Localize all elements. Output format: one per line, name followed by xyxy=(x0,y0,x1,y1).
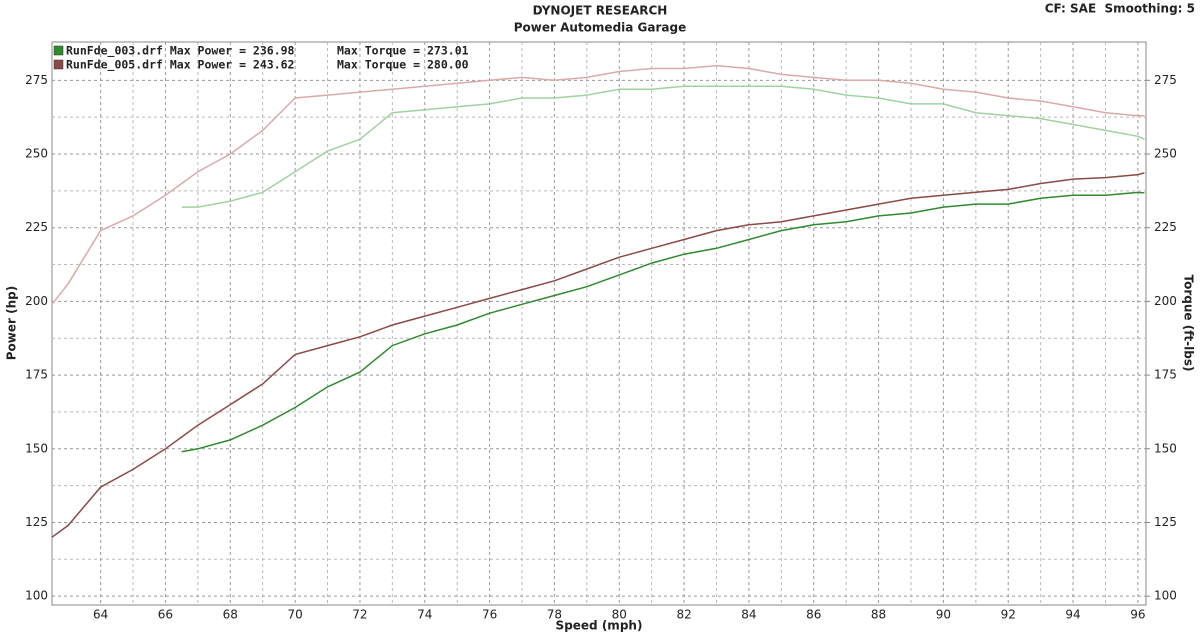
x-tick-label: 72 xyxy=(352,608,367,622)
y-tick-label: 175 xyxy=(25,368,48,382)
y-tick-label: 150 xyxy=(25,441,48,455)
y2-tick-label: 250 xyxy=(1154,147,1177,161)
y2-tick-label: 150 xyxy=(1154,441,1177,455)
series-line xyxy=(51,64,1145,305)
y-tick-label: 275 xyxy=(25,73,48,87)
x-tick-label: 68 xyxy=(223,608,238,622)
x-tick-label: 94 xyxy=(1065,608,1080,622)
x-tick-label: 86 xyxy=(806,608,821,622)
y2-tick-label: 125 xyxy=(1154,515,1177,529)
legend-entry: RunFde_005.drf Max Power = 243.62 xyxy=(66,58,294,73)
y2-tick-label: 275 xyxy=(1154,73,1177,87)
y2-tick-label: 175 xyxy=(1154,368,1177,382)
y-axis-label: Power (hp) xyxy=(5,286,19,360)
y-tick-label: 100 xyxy=(25,589,48,603)
x-tick-label: 80 xyxy=(612,608,627,622)
x-tick-label: 76 xyxy=(482,608,497,622)
legend-entry: Max Torque = 280.00 xyxy=(337,58,469,72)
legend-entry: RunFde_003.drf Max Power = 236.98 xyxy=(66,44,295,59)
legend-swatch xyxy=(53,59,64,70)
settings-note: CF: SAE Smoothing: 5 xyxy=(1045,2,1195,16)
y2-tick-label: 100 xyxy=(1154,589,1177,603)
chart-title: DYNOJET RESEARCH xyxy=(533,4,668,18)
chart-subtitle: Power Automedia Garage xyxy=(514,21,686,35)
y-tick-label: 225 xyxy=(25,220,48,234)
y-tick-label: 250 xyxy=(25,147,48,161)
series-line xyxy=(181,191,1145,453)
legend-entry: Max Torque = 273.01 xyxy=(337,44,469,58)
y-tick-label: 125 xyxy=(25,515,48,529)
x-tick-label: 78 xyxy=(547,608,562,622)
y-tick-label: 200 xyxy=(25,294,48,308)
x-tick-label: 92 xyxy=(1001,608,1016,622)
y2-axis-label: Torque (ft-lbs) xyxy=(1182,275,1196,372)
x-tick-label: 66 xyxy=(158,608,173,622)
x-tick-label: 82 xyxy=(676,608,691,622)
x-tick-label: 74 xyxy=(417,608,432,622)
x-tick-label: 90 xyxy=(936,608,951,622)
x-tick-label: 96 xyxy=(1130,608,1145,622)
plot-area xyxy=(51,41,1147,606)
x-tick-label: 88 xyxy=(871,608,886,622)
series-line xyxy=(181,85,1145,208)
y2-tick-label: 200 xyxy=(1154,294,1177,308)
y2-tick-label: 225 xyxy=(1154,220,1177,234)
x-axis-label: Speed (mph) xyxy=(556,619,643,633)
series-line xyxy=(51,172,1145,538)
x-tick-label: 70 xyxy=(287,608,302,622)
legend-swatch xyxy=(53,45,64,56)
x-tick-label: 64 xyxy=(93,608,108,622)
x-tick-label: 84 xyxy=(741,608,756,622)
